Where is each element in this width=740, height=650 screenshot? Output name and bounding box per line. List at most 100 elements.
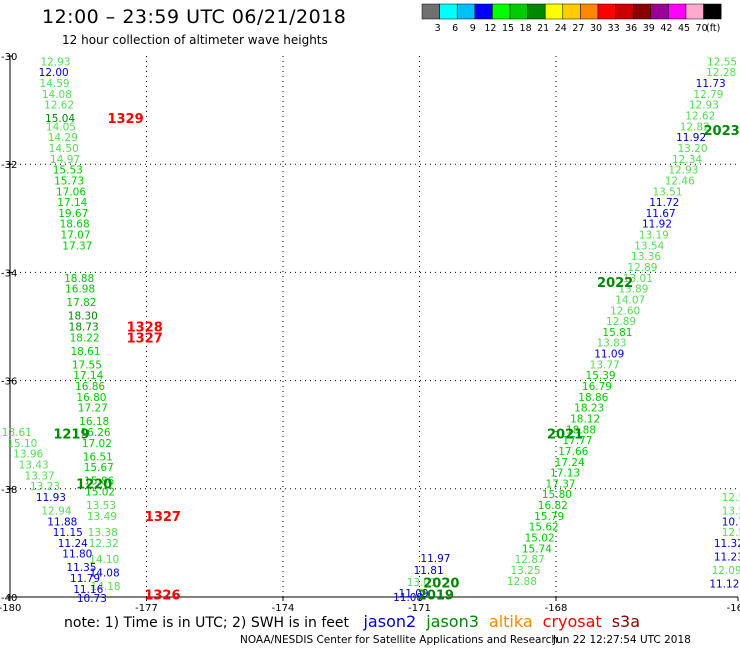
data-point: 11.35 (66, 562, 96, 574)
data-point: 11.15 (53, 527, 83, 539)
scale-label: 39 (643, 23, 655, 34)
data-point: 17.82 (66, 297, 96, 309)
scale-label: 27 (572, 23, 584, 34)
color-scale: 3 6 9 12 15 18 21 24 27 30 33 36 39 42 45 70(ft) (421, 3, 722, 34)
data-point: 12.88 (507, 576, 537, 588)
data-point: 12.5 (722, 527, 740, 539)
scale-label: 30 (590, 23, 602, 34)
data-point: 13.49 (87, 511, 117, 523)
data-point: 15.62 (529, 522, 559, 534)
timestamp: Jun 22 12:27:54 UTC 2018 (553, 634, 691, 646)
data-point: 15.04 (45, 113, 75, 125)
data-point: 12.34 (672, 154, 702, 166)
data-point: 15.67 (84, 462, 114, 474)
data-point: 15.10 (7, 438, 37, 450)
data-point: 13.96 (13, 449, 43, 461)
data-point: 13.20 (677, 143, 707, 155)
data-point: 17.14 (73, 370, 103, 382)
legend-jason3: jason3 (426, 612, 479, 631)
data-point: 12.28 (706, 67, 736, 79)
data-point: 10.7 (722, 516, 740, 528)
data-point: 15.81 (602, 327, 632, 339)
data-point: 17.02 (82, 438, 112, 450)
data-point: 12.89 (606, 316, 636, 328)
x-tick-label: -164 (727, 603, 740, 614)
data-point: 11.24 (58, 538, 88, 550)
x-tick-label: -171 (408, 603, 431, 614)
data-point: 15.02 (525, 532, 555, 544)
x-tick-label: -177 (135, 603, 158, 614)
scale-label: 18 (520, 23, 532, 34)
track-time-label: 1327 (145, 510, 181, 525)
scale-swatch (703, 3, 722, 20)
data-point: 16.51 (83, 451, 113, 463)
scale-label: 70 (696, 23, 708, 34)
data-point: 17.13 (550, 468, 580, 480)
footer-note: note: 1) Time is in UTC; 2) SWH is in fe… (64, 612, 648, 631)
x-tick-label: -180 (0, 603, 21, 614)
data-point: 12.93 (668, 165, 698, 177)
data-point: 14.50 (49, 143, 79, 155)
data-point: 12.82 (680, 121, 710, 133)
data-point: 11.67 (646, 208, 676, 220)
x-tick-label: -174 (272, 603, 295, 614)
data-point: 12.89 (627, 262, 657, 274)
track-time-label: 1329 (107, 112, 143, 127)
track-time-label: 1327 (127, 331, 163, 346)
data-point: 17.37 (546, 478, 576, 490)
data-point: 11.88 (47, 516, 77, 528)
data-point: 18.30 (68, 311, 98, 323)
data-point: 13.83 (596, 338, 626, 350)
data-point: 13.53 (86, 500, 116, 512)
track-time-label: 1326 (144, 588, 180, 603)
data-point: 14.05 (46, 121, 76, 133)
scale-label: (ft) (706, 23, 720, 34)
data-point: 18.73 (69, 322, 99, 334)
legend-jason2: jason2 (363, 612, 417, 631)
data-point: 10.73 (77, 593, 107, 605)
data-point: 11.73 (696, 78, 726, 90)
data-point: 19.67 (58, 208, 88, 220)
data-point: 13.5 (722, 505, 740, 517)
scale-label: 33 (608, 23, 620, 34)
data-point: 16.18 (79, 416, 109, 428)
data-point: 11.92 (642, 219, 672, 231)
data-point: 16.86 (75, 381, 105, 393)
credits: NOAA/NESDIS Center for Satellite Applica… (240, 634, 558, 646)
data-point: 14.10 (89, 554, 119, 566)
data-point: 17.24 (555, 457, 585, 469)
data-point: 18.23 (574, 403, 604, 415)
data-point: 11.08 (393, 592, 423, 604)
data-point: 13.54 (634, 240, 664, 252)
data-point: 13.89 (618, 284, 648, 296)
data-point: 17.77 (562, 435, 592, 447)
note-text: note: 1) Time is in UTC; 2) SWH is in fe… (64, 615, 350, 631)
scale-label: 12 (484, 23, 496, 34)
y-tick-label: -38 (1, 485, 17, 496)
data-point: 12.79 (693, 89, 723, 101)
data-point: 12.93 (40, 56, 70, 68)
scale-label: 9 (470, 23, 476, 34)
legend-altika: altika (488, 612, 533, 631)
page-title: 12:00 – 23:59 UTC 06/21/2018 (42, 6, 347, 28)
data-point: 12.5 (722, 492, 740, 504)
data-point: 12.93 (689, 100, 719, 112)
scale-label: 36 (625, 23, 637, 34)
data-point: 13.19 (639, 230, 669, 242)
mission-legend: jason2 jason3 altika cryosat s3a (357, 612, 644, 631)
data-point: 11.72 (649, 197, 679, 209)
data-point: 12.46 (665, 175, 695, 187)
data-point: 13.43 (19, 459, 49, 471)
data-point: 12.09 (712, 565, 740, 577)
y-tick-label: -40 (1, 593, 17, 604)
data-point: 16.79 (582, 381, 612, 393)
data-point: 12.62 (685, 111, 715, 123)
data-point: 16.98 (65, 284, 95, 296)
data-point: 14.29 (48, 132, 78, 144)
data-point: 11.09 (399, 588, 429, 600)
data-point: 17.66 (558, 446, 588, 458)
data-point: 18.12 (570, 413, 600, 425)
scale-label: 21 (537, 23, 549, 34)
data-point: 14.97 (50, 154, 80, 166)
